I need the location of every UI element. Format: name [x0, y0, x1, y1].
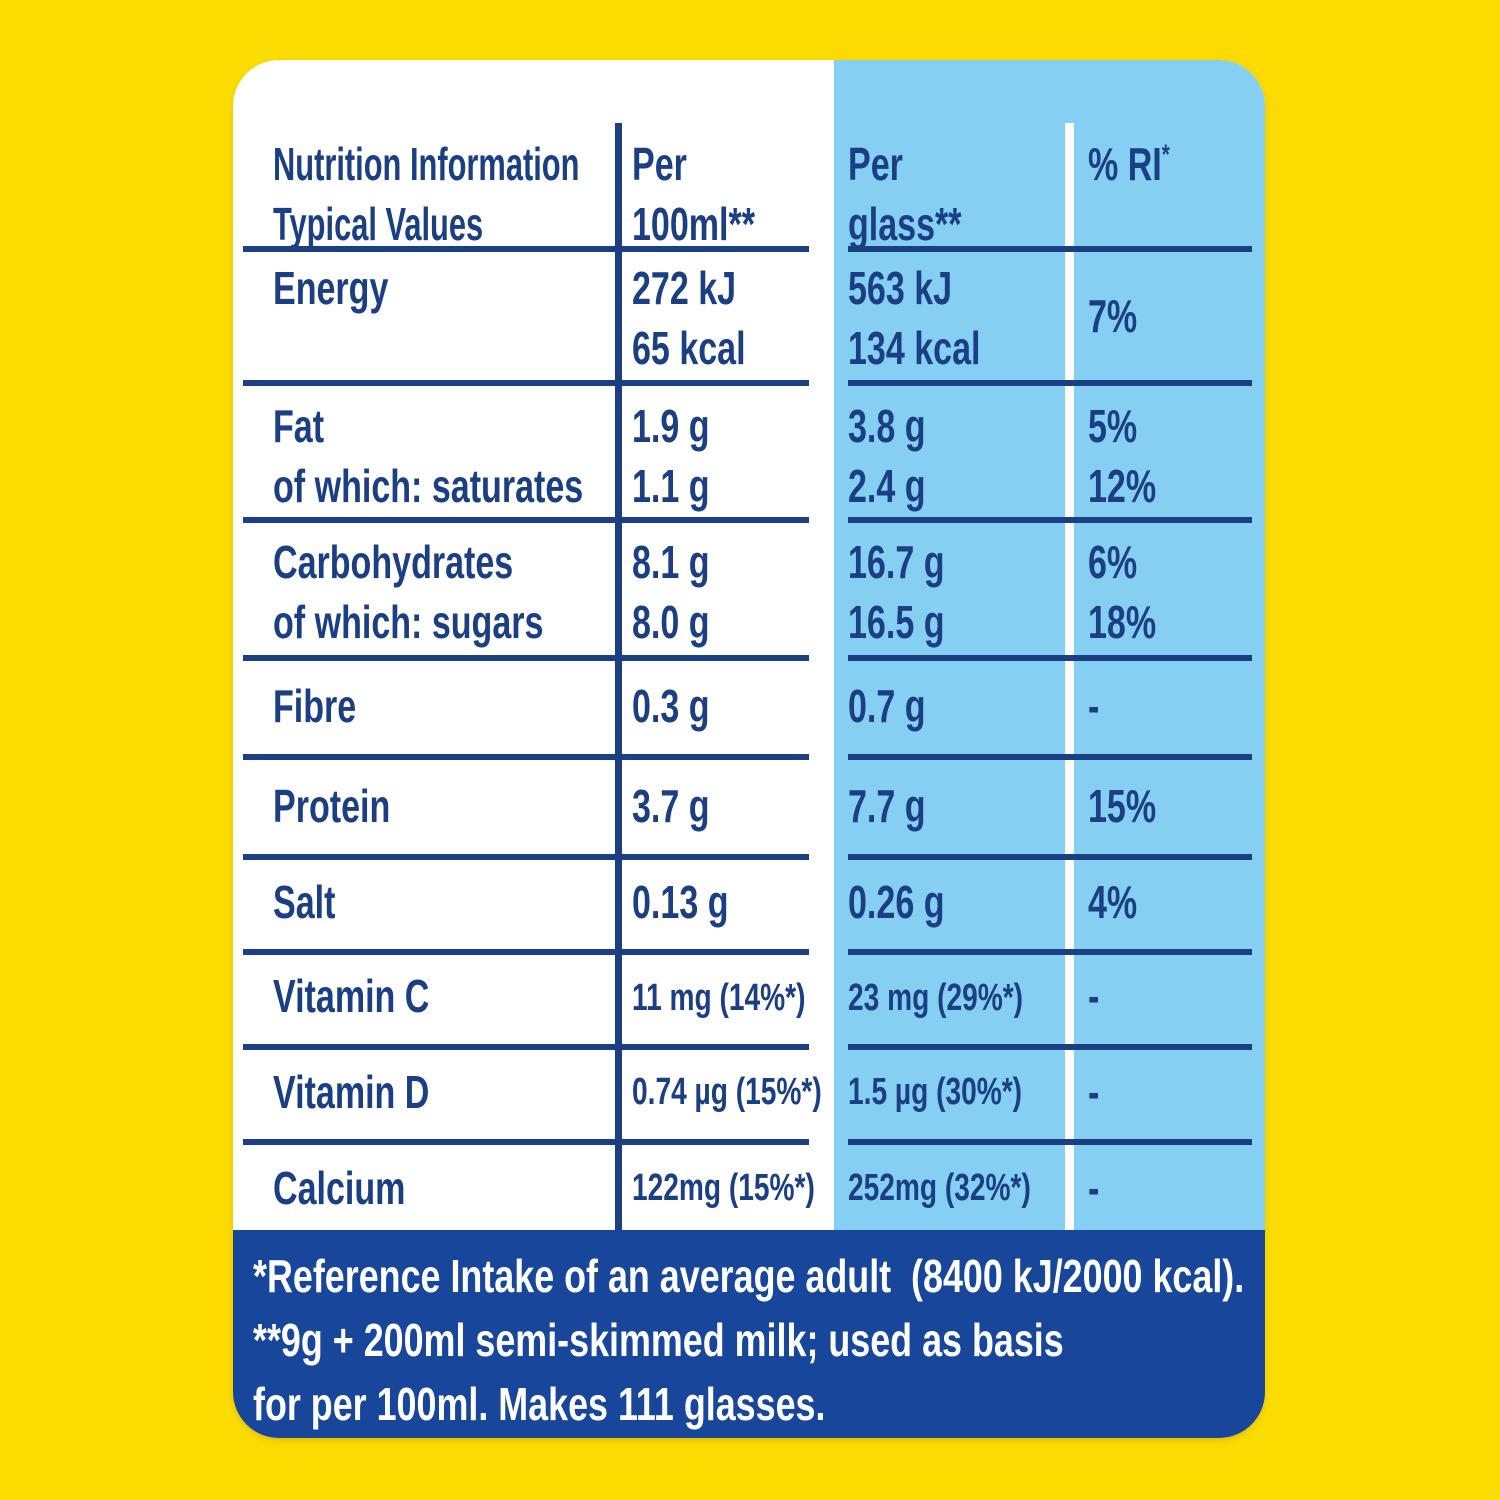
row-divider-fibre-white [243, 754, 809, 760]
footnote-preparation-basis: **9g + 200ml semi-skimmed milk; used as … [253, 1314, 1064, 1366]
footnote-reference-intake: *Reference Intake of an average adult (8… [253, 1250, 1245, 1302]
row-divider-protein-white [243, 854, 809, 860]
row-divider-energy-blue [848, 380, 1252, 386]
cell-salt-per100ml: 0.13 g [632, 876, 729, 928]
cell-salt-perglass: 0.26 g [848, 876, 945, 928]
cell-vitamin-c-label: Vitamin C [273, 970, 430, 1022]
cell-protein-label: Protein [273, 780, 391, 832]
footnote-makes-glasses: for per 100ml. Makes 111 glasses. [253, 1378, 826, 1430]
row-divider-carbohydrates-blue [848, 655, 1252, 661]
row-divider-vitamin-c-blue [848, 1044, 1252, 1050]
cell-energy-label: Energy [273, 262, 389, 314]
cell-fat-per100ml: 1.9 g 1.1 g [632, 400, 710, 512]
row-divider-fat-blue [848, 517, 1252, 523]
cell-carbohydrates-perglass: 16.7 g 16.5 g [848, 536, 945, 648]
cell-carbohydrates-label: Carbohydrates of which: sugars [273, 536, 544, 648]
row-divider-header-blue [848, 246, 1252, 252]
cell-fibre-label: Fibre [273, 680, 357, 732]
cell-energy-ri: 7% [1088, 290, 1138, 342]
percent-ri-asterisk: * [1161, 138, 1170, 170]
cell-salt-label: Salt [273, 876, 336, 928]
row-divider-vitamin-d-white [243, 1139, 809, 1145]
cell-vitamin-c-per100ml: 11 mg (14%*) [632, 977, 806, 1019]
cell-fat-label: Fat of which: saturates [273, 400, 584, 512]
row-divider-vitamin-c-white [243, 1044, 809, 1050]
cell-vitamin-c-ri: - [1088, 970, 1100, 1022]
cell-vitamin-d-ri: - [1088, 1066, 1100, 1118]
cell-protein-perglass: 7.7 g [848, 780, 926, 832]
row-divider-vitamin-d-blue [848, 1139, 1252, 1145]
row-divider-fat-white [243, 517, 809, 523]
cell-fibre-perglass: 0.7 g [848, 680, 926, 732]
cell-vitamin-d-perglass: 1.5 µg (30%*) [848, 1071, 1023, 1113]
cell-salt-ri: 4% [1088, 876, 1138, 928]
column-divider-white [1065, 123, 1074, 1230]
cell-energy-per100ml: 272 kJ 65 kcal [632, 262, 746, 374]
column-divider-navy [615, 123, 622, 1230]
cell-fat-ri: 5% 12% [1088, 400, 1157, 512]
footnotes-bar [233, 1230, 1265, 1438]
per-glass-panel [834, 60, 1265, 1230]
cell-calcium-label: Calcium [273, 1162, 406, 1214]
cell-vitamin-c-perglass: 23 mg (29%*) [848, 977, 1024, 1019]
row-divider-fibre-blue [848, 754, 1252, 760]
cell-calcium-ri: - [1088, 1162, 1100, 1214]
cell-fibre-ri: - [1088, 680, 1100, 732]
row-divider-salt-blue [848, 949, 1252, 955]
cell-calcium-per100ml: 122mg (15%*) [632, 1167, 815, 1209]
row-divider-energy-white [243, 380, 809, 386]
cell-protein-ri: 15% [1088, 780, 1157, 832]
row-divider-protein-blue [848, 854, 1252, 860]
row-divider-header-white [243, 246, 809, 252]
cell-fat-perglass: 3.8 g 2.4 g [848, 400, 926, 512]
cell-vitamin-d-per100ml: 0.74 µg (15%*) [632, 1071, 822, 1113]
cell-calcium-perglass: 252mg (32%*) [848, 1167, 1031, 1209]
header-col-per-glass: Per glass** [848, 138, 962, 250]
nutrition-card: Nutrition Information Typical Values Per… [233, 60, 1265, 1438]
header-col-per-100ml: Per 100ml** [632, 138, 756, 250]
percent-ri-text: % RI [1088, 138, 1162, 190]
cell-energy-perglass: 563 kJ 134 kcal [848, 262, 981, 374]
cell-carbohydrates-ri: 6% 18% [1088, 536, 1157, 648]
row-divider-salt-white [243, 949, 809, 955]
cell-vitamin-d-label: Vitamin D [273, 1066, 430, 1118]
cell-fibre-per100ml: 0.3 g [632, 680, 710, 732]
header-col-typical-values: Nutrition Information Typical Values [273, 138, 580, 250]
cell-carbohydrates-per100ml: 8.1 g 8.0 g [632, 536, 710, 648]
row-divider-carbohydrates-white [243, 655, 809, 661]
header-col-percent-ri: % RI* [1088, 134, 1170, 194]
cell-protein-per100ml: 3.7 g [632, 780, 710, 832]
